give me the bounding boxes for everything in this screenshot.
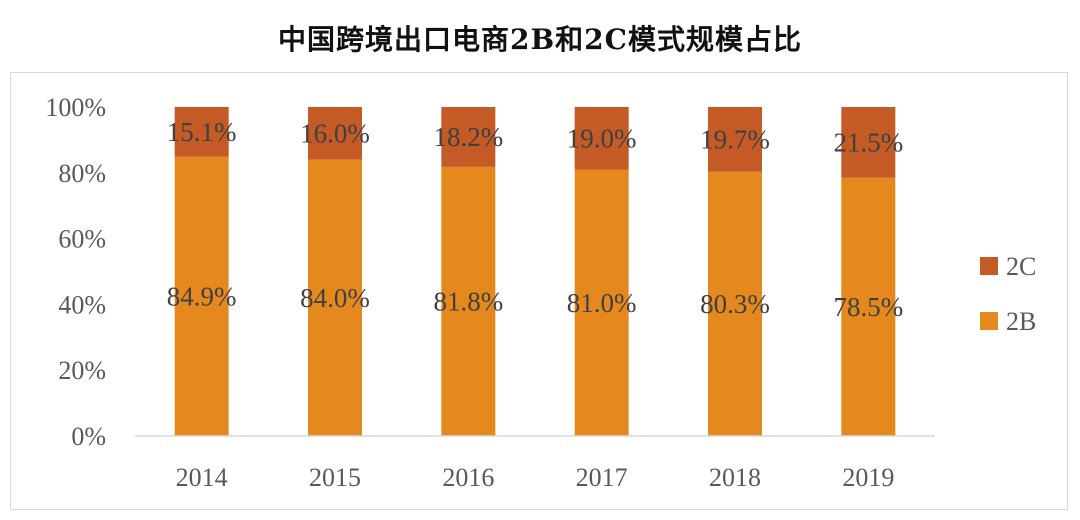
bar-2c [841,107,896,178]
data-label-2c: 16.0% [300,118,370,148]
legend-label-2b: 2B [1006,307,1036,336]
x-tick-label: 2015 [309,463,361,492]
bar-2b [841,177,896,437]
x-tick-label: 2019 [842,463,894,492]
bar-2b [308,159,362,436]
chart-title: 中国跨境出口电商2B和2C模式规模占比 [278,23,802,56]
y-tick-label: 100% [45,93,106,122]
bar-2b [441,166,496,437]
chart-frame [10,72,1068,510]
data-label-2b: 81.0% [567,288,637,318]
bar-2c [708,107,762,172]
bar-2b [574,169,629,436]
bar-2c [174,107,229,157]
y-tick-label: 0% [71,422,106,451]
data-label-2c: 21.5% [833,127,903,157]
y-tick-label: 20% [58,356,106,385]
legend-swatch-2b [980,312,998,330]
bar-2b [708,171,762,437]
x-tick-label: 2014 [176,463,228,492]
data-label-2c: 19.7% [700,124,770,154]
data-label-2c: 18.2% [433,122,503,152]
legend-swatch-2c [980,257,998,275]
data-label-2b: 84.9% [167,281,237,311]
bar-2c [574,107,629,170]
data-label-2b: 78.5% [833,292,903,322]
y-tick-label: 40% [58,290,106,319]
x-tick-label: 2016 [442,463,494,492]
bar-2c [441,107,496,167]
x-tick-label: 2017 [576,463,628,492]
bar-2b [174,156,229,436]
y-tick-label: 60% [58,225,106,254]
x-tick-label: 2018 [709,463,761,492]
data-label-2b: 81.8% [433,286,503,316]
legend-label-2c: 2C [1006,252,1036,281]
data-label-2b: 84.0% [300,283,370,313]
y-tick-label: 80% [58,159,106,188]
data-label-2c: 15.1% [167,117,237,147]
data-label-2b: 80.3% [700,289,770,319]
data-label-2c: 19.0% [567,123,637,153]
bar-2c [308,107,362,160]
